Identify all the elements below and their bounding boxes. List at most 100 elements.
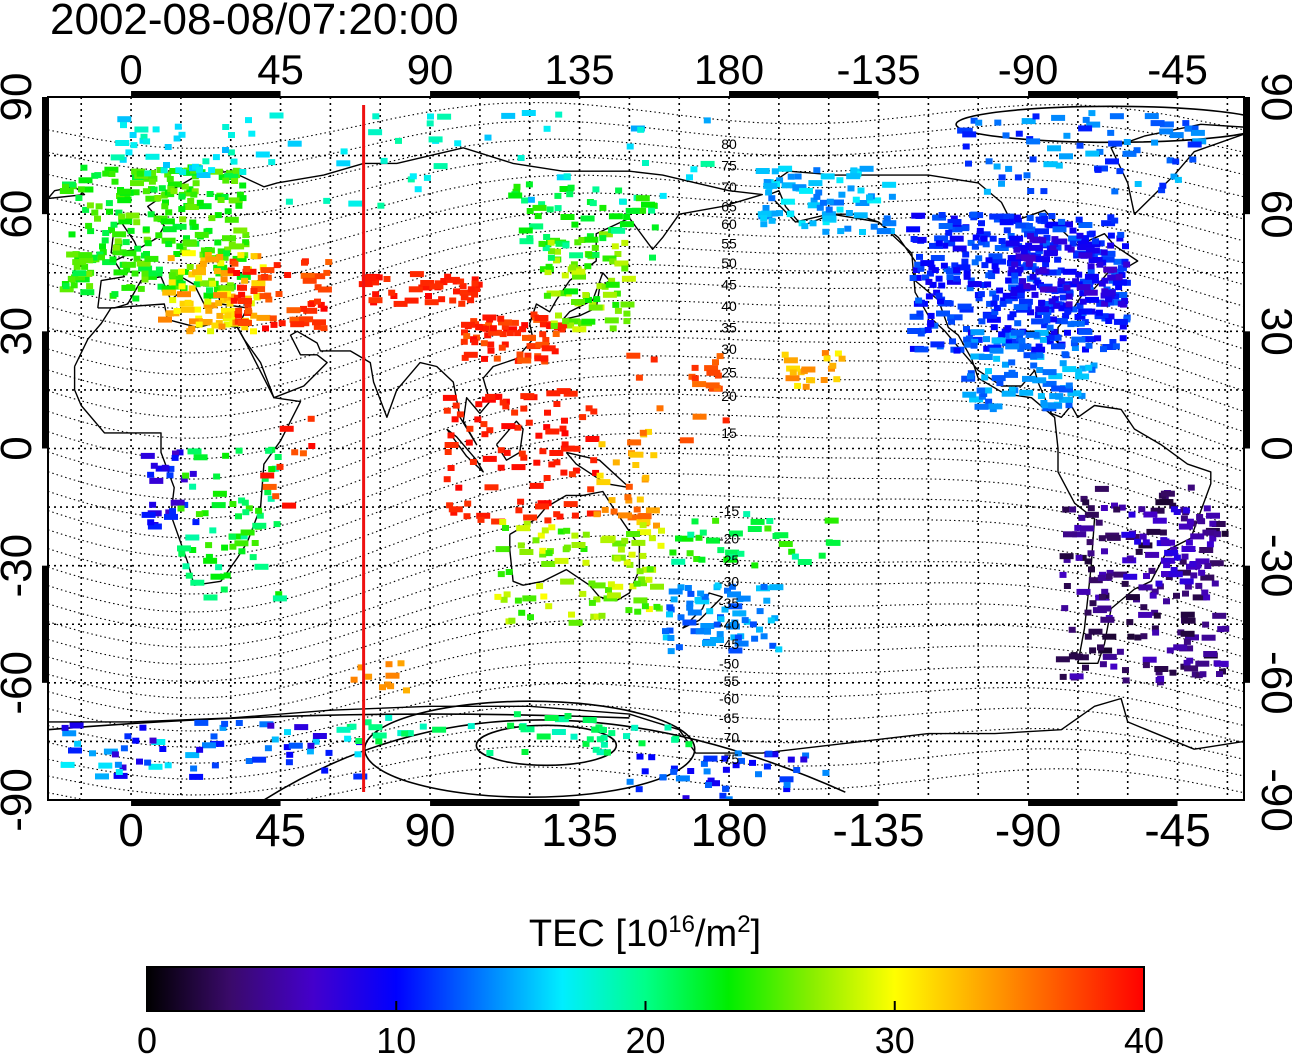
- tec-point: [947, 314, 955, 321]
- tec-point: [487, 347, 495, 354]
- tec-point: [1031, 291, 1039, 298]
- tec-point: [548, 248, 555, 255]
- tec-point: [301, 259, 308, 266]
- tec-point: [822, 219, 830, 226]
- tec-point: [1055, 656, 1070, 663]
- contour-line: [48, 766, 1244, 800]
- tec-point: [252, 756, 267, 763]
- tec-point: [961, 258, 969, 265]
- tec-point: [61, 724, 69, 731]
- tec-point: [239, 169, 247, 175]
- tec-point: [935, 240, 943, 247]
- tec-point: [147, 519, 155, 526]
- tec-point: [667, 635, 675, 641]
- tec-point: [978, 318, 986, 325]
- tec-point: [535, 341, 550, 348]
- tec-point: [68, 231, 76, 238]
- tec-point: [484, 484, 499, 491]
- tec-point: [1042, 380, 1057, 387]
- tec-point: [220, 586, 228, 593]
- top-tick-label: 45: [257, 46, 304, 93]
- tec-point: [147, 211, 155, 218]
- tec-point: [799, 187, 813, 194]
- tec-point: [542, 337, 550, 343]
- tec-point: [569, 264, 577, 271]
- tec-point: [1018, 298, 1033, 305]
- tec-point: [1184, 125, 1192, 132]
- tec-point: [992, 258, 1007, 265]
- tec-point: [836, 177, 844, 184]
- frame-bar-top: [430, 91, 580, 97]
- tec-point: [935, 292, 943, 299]
- coastline-segment: [509, 490, 641, 602]
- tec-point: [993, 163, 1001, 170]
- tec-point: [1209, 535, 1217, 542]
- tec-point: [580, 546, 588, 552]
- contour-label: 60: [721, 216, 737, 232]
- tec-point: [976, 227, 984, 234]
- tec-point: [625, 607, 633, 614]
- tec-point: [1123, 573, 1138, 580]
- tec-point: [144, 759, 152, 766]
- tec-point: [62, 283, 70, 290]
- tec-point: [1196, 517, 1204, 524]
- tec-point: [732, 610, 747, 617]
- tec-point: [813, 193, 821, 200]
- tec-point: [173, 308, 181, 314]
- tec-point: [1036, 352, 1044, 359]
- tec-point: [212, 154, 220, 161]
- tec-point: [158, 316, 172, 323]
- tec-point: [757, 211, 772, 218]
- tec-point: [1138, 542, 1153, 549]
- tec-point: [141, 511, 156, 518]
- tec-point: [521, 749, 529, 755]
- tec-point: [323, 197, 331, 204]
- tec-point: [122, 239, 130, 246]
- tec-point: [582, 292, 590, 298]
- tec-point: [866, 194, 873, 201]
- tec-point: [704, 628, 711, 635]
- tec-point: [706, 537, 720, 544]
- tec-point: [1195, 558, 1210, 565]
- tec-point: [1100, 256, 1115, 263]
- tec-point: [534, 315, 549, 321]
- contour-line: [48, 472, 1244, 577]
- tec-point: [989, 347, 1004, 354]
- tec-point: [192, 180, 200, 187]
- tec-point: [167, 310, 174, 317]
- tec-point: [397, 660, 405, 667]
- tec-point: [763, 597, 771, 604]
- tec-point: [340, 148, 348, 155]
- contour-line: [48, 138, 1244, 196]
- tec-point: [1040, 286, 1047, 293]
- tec-cluster-pacific-east: [626, 352, 730, 444]
- tec-point: [443, 407, 451, 414]
- tec-point: [963, 273, 971, 280]
- frame-bar-bottom: [131, 800, 281, 806]
- tec-point: [1079, 554, 1087, 561]
- tec-point: [949, 235, 964, 242]
- tec-point: [914, 274, 922, 281]
- tec-cluster-siberia-east: [508, 181, 659, 261]
- tec-point: [1055, 393, 1063, 400]
- tec-point: [1062, 312, 1070, 319]
- contour-line: [48, 281, 1244, 376]
- tec-point: [111, 291, 119, 298]
- left-tick-label: 30: [0, 307, 41, 356]
- tec-point: [240, 284, 247, 291]
- tec-point: [234, 540, 249, 547]
- tec-point: [656, 405, 664, 412]
- tec-point: [611, 227, 626, 234]
- tec-point: [195, 275, 203, 282]
- tec-point: [211, 502, 226, 509]
- tec-point: [909, 313, 924, 320]
- tec-point: [199, 260, 207, 267]
- tec-point: [254, 253, 262, 260]
- contour-line: [48, 619, 1244, 699]
- tec-point: [239, 182, 247, 189]
- tec-point: [255, 507, 263, 514]
- tec-point: [164, 762, 172, 769]
- tec-point: [1096, 148, 1104, 155]
- tec-point: [1009, 235, 1024, 242]
- tec-point: [147, 523, 162, 530]
